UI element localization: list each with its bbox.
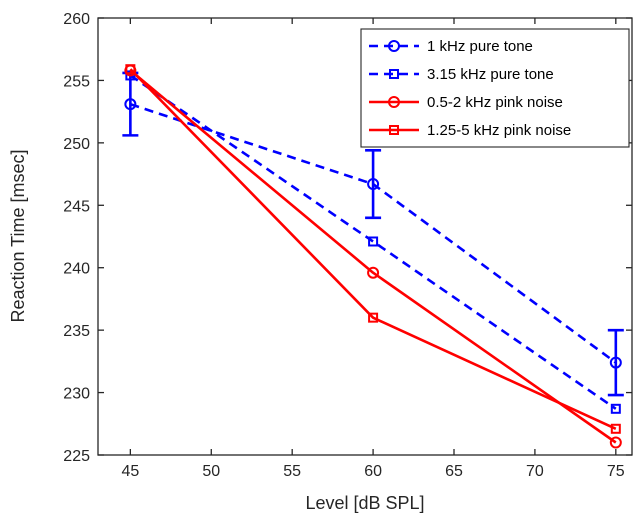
legend: 1 kHz pure tone 3.15 kHz pure tone 0.5-2 k… <box>360 28 630 148</box>
y-axis-label: Reaction Time [msec] <box>8 149 28 322</box>
data-point <box>125 64 136 75</box>
y-tick-label: 230 <box>63 386 90 403</box>
data-point <box>368 312 379 323</box>
legend-entry: 0.5-2 kHz pink noise <box>427 94 563 111</box>
legend-box <box>360 28 630 148</box>
axes-box <box>97 17 633 456</box>
data-point <box>610 423 621 434</box>
series-line <box>129 74 617 410</box>
x-tick-label: 50 <box>202 463 220 480</box>
data-point <box>367 178 380 191</box>
x-tick-label: 70 <box>526 463 544 480</box>
legend-marker <box>389 69 399 79</box>
series-line <box>129 69 617 444</box>
legend-marker <box>388 96 400 108</box>
y-tick-label: 250 <box>63 136 90 153</box>
y-tick-label: 240 <box>63 261 90 278</box>
x-axis-label: Level [dB SPL] <box>305 493 424 513</box>
legend-entry: 3.15 kHz pure tone <box>427 66 554 83</box>
y-tick-label: 260 <box>63 11 90 28</box>
series-4 <box>125 64 621 434</box>
data-point <box>609 356 622 369</box>
y-tick-label: 235 <box>63 323 90 340</box>
data-point <box>124 98 137 111</box>
data-point <box>610 403 621 414</box>
y-tick-label: 245 <box>63 198 90 215</box>
legend-entry: 1 kHz pure tone <box>427 38 533 55</box>
y-tick-label: 225 <box>63 448 90 465</box>
data-point <box>609 436 622 449</box>
x-tick-label: 55 <box>283 463 301 480</box>
legend-marker <box>388 40 400 52</box>
x-tick-label: 45 <box>121 463 139 480</box>
y-tick-label: 255 <box>63 73 90 90</box>
x-tick-label: 65 <box>445 463 463 480</box>
x-tick-label: 75 <box>607 463 625 480</box>
x-tick-label: 60 <box>364 463 382 480</box>
axes-layer: 45 50 55 60 65 70 75 225 230 235 240 245 250 255 260 <box>63 11 633 480</box>
plot-layer <box>122 64 624 449</box>
data-point <box>368 236 379 247</box>
data-point <box>367 266 380 279</box>
series-line <box>129 68 617 430</box>
legend-marker <box>389 125 399 135</box>
legend-entry: 1.25-5 kHz pink noise <box>427 122 571 139</box>
